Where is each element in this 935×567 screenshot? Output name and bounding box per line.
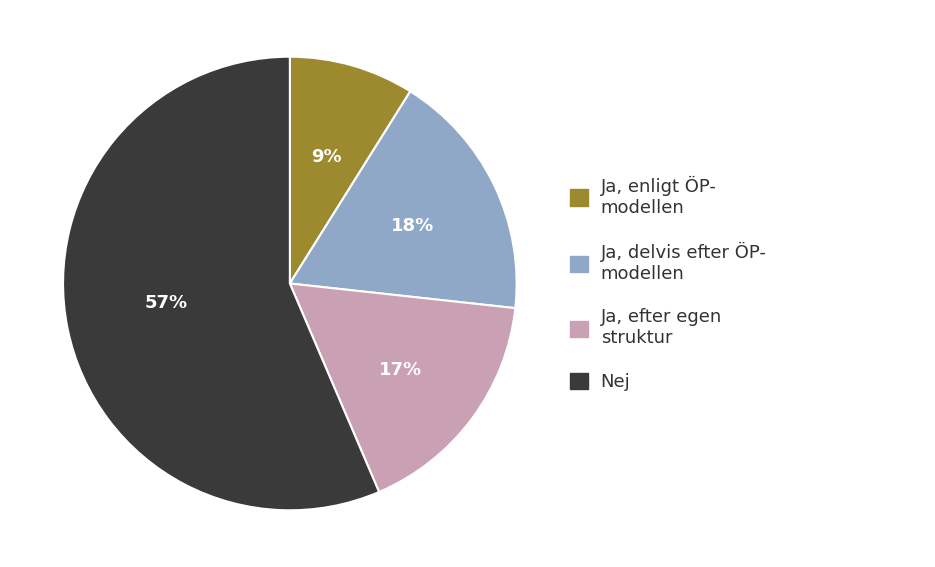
Text: 17%: 17% [380,361,423,379]
Text: 9%: 9% [311,148,342,166]
Wedge shape [63,57,379,510]
Wedge shape [290,91,517,308]
Text: 18%: 18% [392,217,435,235]
Wedge shape [290,57,410,284]
Wedge shape [290,284,515,492]
Text: 57%: 57% [145,294,188,312]
Legend: Ja, enligt ÖP-
modellen, Ja, delvis efter ÖP-
modellen, Ja, efter egen
struktur,: Ja, enligt ÖP- modellen, Ja, delvis efte… [570,176,767,391]
